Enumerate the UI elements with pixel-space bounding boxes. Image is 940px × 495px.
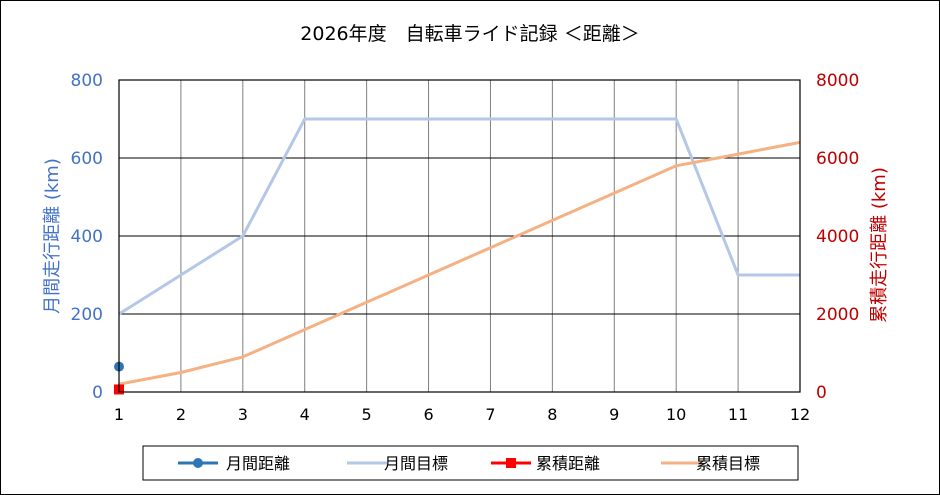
y-tick-right-label: 8000 bbox=[816, 71, 859, 91]
y-tick-right-label: 2000 bbox=[816, 305, 859, 325]
y-axis-left-label: 月間走行距離 (km) bbox=[42, 158, 63, 314]
y-tick-left-label: 400 bbox=[71, 227, 103, 247]
legend-label: 累積距離 bbox=[536, 454, 600, 473]
x-tick-label: 12 bbox=[790, 405, 810, 424]
y-tick-left-label: 800 bbox=[71, 71, 103, 91]
y-tick-right-label: 6000 bbox=[816, 149, 859, 169]
y-tick-left-label: 200 bbox=[71, 305, 103, 325]
legend-label: 月間目標 bbox=[384, 454, 448, 473]
gridlines bbox=[119, 79, 800, 392]
x-tick-label: 11 bbox=[728, 405, 748, 424]
legend-marker-square bbox=[506, 458, 516, 468]
x-tick-label: 9 bbox=[609, 405, 619, 424]
y-tick-left-label: 600 bbox=[71, 149, 103, 169]
x-tick-label: 10 bbox=[666, 405, 686, 424]
y-tick-right-label: 4000 bbox=[816, 227, 859, 247]
legend-label: 累積目標 bbox=[696, 454, 760, 473]
x-tick-label: 5 bbox=[362, 405, 372, 424]
x-tick-label: 3 bbox=[238, 405, 248, 424]
x-tick-label: 1 bbox=[114, 405, 124, 424]
chart-title: 2026年度 自転車ライド記録 ＜距離＞ bbox=[300, 23, 639, 45]
x-tick-label: 8 bbox=[547, 405, 557, 424]
x-tick-label: 4 bbox=[300, 405, 310, 424]
x-tick-label: 6 bbox=[423, 405, 433, 424]
x-tick-label: 7 bbox=[485, 405, 495, 424]
plot-area-border bbox=[118, 79, 801, 393]
x-tick-label: 2 bbox=[176, 405, 186, 424]
legend-label: 月間距離 bbox=[226, 454, 290, 473]
y-tick-left-label: 0 bbox=[92, 383, 103, 403]
y-tick-right-label: 0 bbox=[816, 383, 827, 403]
legend: 月間距離 月間目標 累積距離 累積目標 bbox=[142, 445, 799, 481]
y-axis-right-label: 累積走行距離 (km) bbox=[869, 167, 890, 323]
series-line-cumulative-target bbox=[118, 140, 801, 386]
series-group bbox=[114, 117, 801, 395]
legend-marker-circle bbox=[193, 458, 203, 468]
series-line-monthly-target bbox=[118, 117, 800, 316]
